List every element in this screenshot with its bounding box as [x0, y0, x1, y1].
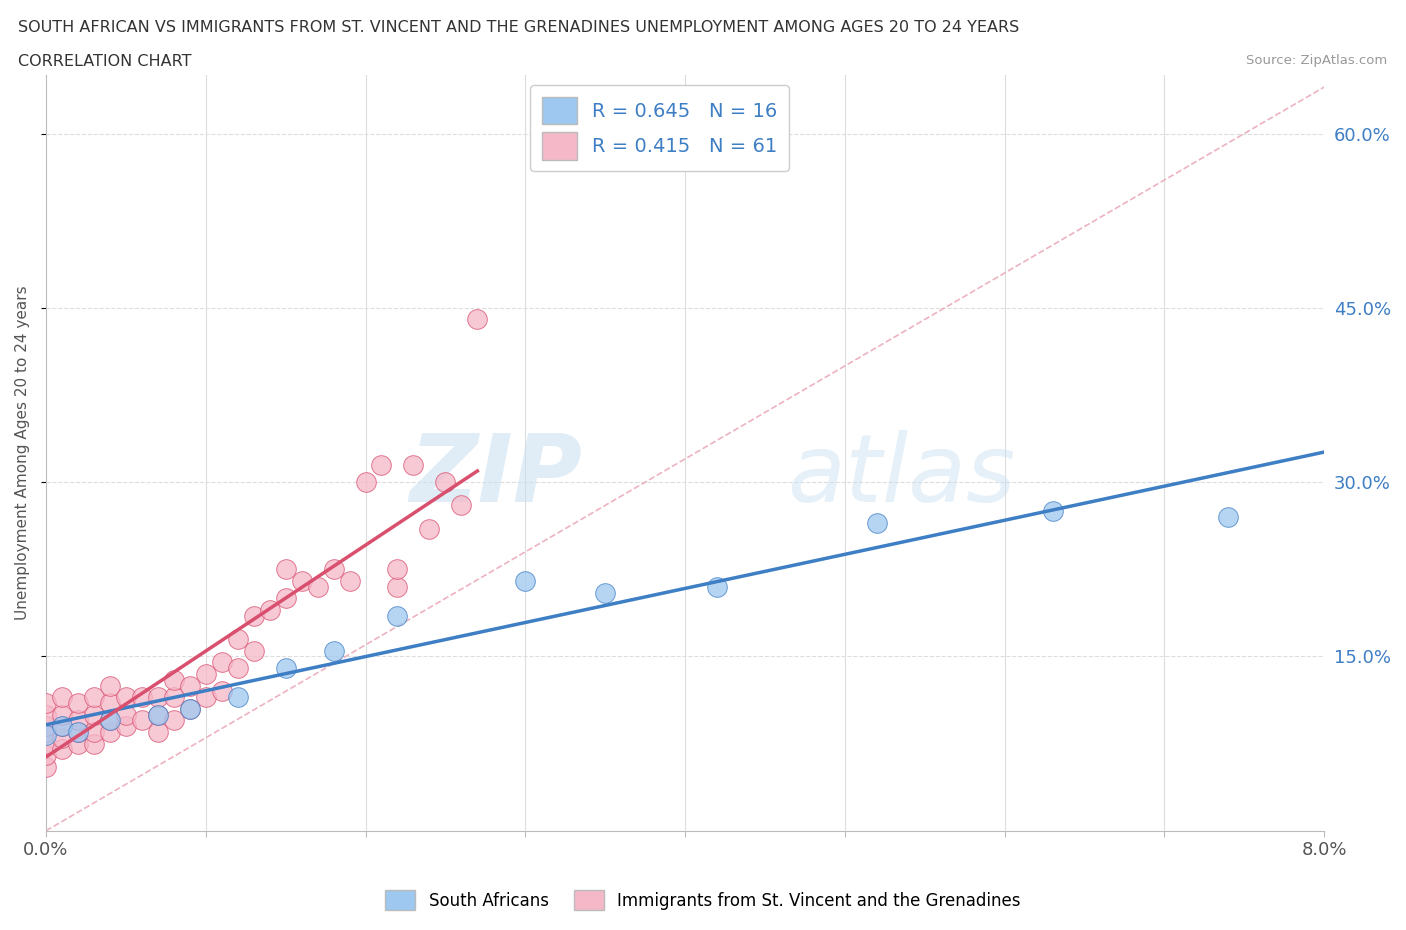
Text: Source: ZipAtlas.com: Source: ZipAtlas.com — [1247, 54, 1388, 67]
Point — [35, 707, 58, 722]
Point — [146, 707, 169, 722]
Point — [35, 737, 58, 751]
Point — [226, 660, 249, 675]
Point — [83, 707, 105, 722]
Point — [98, 696, 121, 711]
Point — [211, 655, 233, 670]
Point — [163, 672, 186, 687]
Point — [115, 690, 138, 705]
Text: CORRELATION CHART: CORRELATION CHART — [18, 54, 191, 69]
Point — [179, 701, 201, 716]
Point — [35, 724, 58, 739]
Point — [146, 707, 169, 722]
Point — [66, 696, 89, 711]
Point — [242, 608, 264, 623]
Point — [35, 760, 58, 775]
Point — [163, 713, 186, 728]
Point — [387, 579, 409, 594]
Point — [83, 737, 105, 751]
Point — [131, 713, 153, 728]
Point — [163, 690, 186, 705]
Point — [515, 574, 537, 589]
Point — [387, 608, 409, 623]
Point — [35, 748, 58, 763]
Point — [146, 690, 169, 705]
Point — [83, 724, 105, 739]
Point — [51, 690, 73, 705]
Point — [226, 690, 249, 705]
Point — [66, 724, 89, 739]
Point — [35, 719, 58, 734]
Point — [370, 458, 392, 472]
Text: SOUTH AFRICAN VS IMMIGRANTS FROM ST. VINCENT AND THE GRENADINES UNEMPLOYMENT AMO: SOUTH AFRICAN VS IMMIGRANTS FROM ST. VIN… — [18, 20, 1019, 35]
Point — [593, 585, 616, 600]
Point — [402, 458, 425, 472]
Point — [115, 719, 138, 734]
Point — [274, 660, 297, 675]
Point — [706, 579, 728, 594]
Text: ZIP: ZIP — [411, 430, 583, 522]
Point — [274, 562, 297, 577]
Point — [179, 678, 201, 693]
Point — [194, 690, 217, 705]
Point — [194, 667, 217, 682]
Point — [339, 574, 361, 589]
Point — [115, 707, 138, 722]
Point — [51, 730, 73, 745]
Point — [66, 737, 89, 751]
Point — [322, 644, 344, 658]
Point — [35, 728, 58, 743]
Point — [354, 474, 377, 489]
Legend: South Africans, Immigrants from St. Vincent and the Grenadines: South Africans, Immigrants from St. Vinc… — [378, 884, 1028, 917]
Point — [66, 713, 89, 728]
Point — [35, 696, 58, 711]
Y-axis label: Unemployment Among Ages 20 to 24 years: Unemployment Among Ages 20 to 24 years — [15, 286, 30, 620]
Point — [83, 690, 105, 705]
Point — [98, 724, 121, 739]
Point — [51, 719, 73, 734]
Point — [307, 579, 329, 594]
Point — [98, 713, 121, 728]
Text: atlas: atlas — [787, 431, 1015, 522]
Point — [66, 724, 89, 739]
Point — [146, 724, 169, 739]
Point — [98, 713, 121, 728]
Point — [450, 498, 472, 512]
Point — [291, 574, 314, 589]
Point — [226, 631, 249, 646]
Point — [51, 707, 73, 722]
Point — [259, 603, 281, 618]
Point — [387, 562, 409, 577]
Point — [242, 644, 264, 658]
Point — [1042, 504, 1064, 519]
Point — [467, 312, 489, 327]
Point — [418, 521, 440, 536]
Legend: R = 0.645   N = 16, R = 0.415   N = 61: R = 0.645 N = 16, R = 0.415 N = 61 — [530, 86, 789, 171]
Point — [51, 742, 73, 757]
Point — [211, 684, 233, 698]
Point — [274, 591, 297, 605]
Point — [866, 515, 889, 530]
Point — [131, 690, 153, 705]
Point — [322, 562, 344, 577]
Point — [1218, 510, 1240, 525]
Point — [434, 474, 457, 489]
Point — [98, 678, 121, 693]
Point — [179, 701, 201, 716]
Point — [51, 719, 73, 734]
